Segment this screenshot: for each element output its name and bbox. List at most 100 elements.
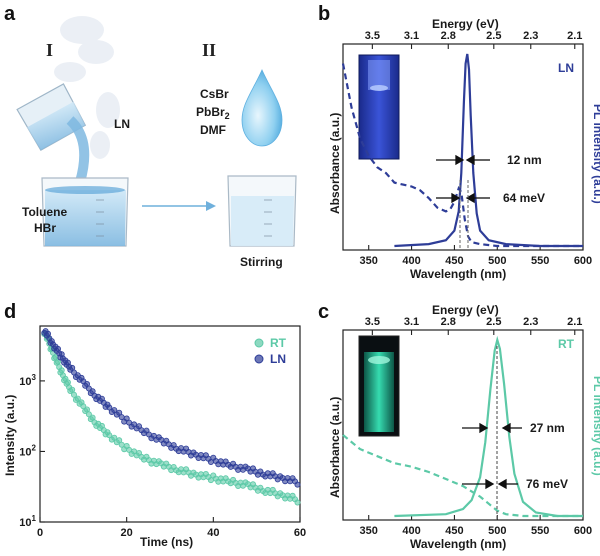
c-plot-frame [342, 329, 584, 521]
d-x-tick-label: 60 [294, 527, 306, 539]
step-2-label: II [202, 40, 216, 60]
c-bottom-tick-label: 500 [488, 525, 506, 537]
pouring-beaker-illustration [16, 83, 87, 151]
c-fwhm-nm-annotation [462, 422, 522, 434]
b-top-tick-label: 2.5 [486, 30, 501, 42]
c-top-tick-label: 3.1 [404, 316, 419, 328]
panel-b: b Energy (eV) 350 400 450 500 550 600 3.5 3.1 2… [318, 3, 600, 281]
d-point-rt [64, 379, 71, 386]
d-point-rt [294, 499, 301, 506]
c-top-tick-label: 2.1 [567, 316, 582, 328]
b-bottom-tick-label: 500 [488, 255, 506, 267]
panel-d-letter: d [4, 301, 16, 323]
c-bottom-tick-label: 350 [360, 525, 378, 537]
d-x-tick-label: 40 [207, 527, 219, 539]
hbr-label: HBr [34, 221, 56, 235]
b-fwhm-mev-text: 64 meV [503, 191, 545, 205]
b-bottom-tick-label: 450 [445, 255, 463, 267]
d-plot-frame [39, 325, 301, 523]
panel-b-letter: b [318, 3, 330, 25]
toluene-label: Toluene [22, 205, 67, 219]
c-right-axis-title: PL intensity (a.u.) [591, 376, 600, 476]
c-fwhm-mev-text: 76 meV [526, 477, 568, 491]
d-point-rt [116, 437, 123, 444]
panel-d: d 0 20 40 60 101 102 103 Time (ns) Intensity … [3, 301, 306, 549]
droplet-illustration [241, 69, 283, 147]
d-y-axis-title: Intensity (a.u.) [3, 395, 17, 476]
d-y-tick-label: 103 [19, 373, 36, 388]
beaker-toluene-illustration [41, 177, 129, 247]
c-bottom-tick-label: 450 [445, 525, 463, 537]
d-points [41, 328, 301, 506]
c-top-axis-title: Energy (eV) [432, 303, 499, 317]
b-bottom-ticks: 350 400 450 500 550 600 [360, 245, 592, 267]
c-bottom-tick-label: 550 [531, 525, 549, 537]
b-bottom-tick-label: 400 [402, 255, 420, 267]
c-top-tick-label: 2.8 [441, 316, 456, 328]
c-fwhm-nm-text: 27 nm [530, 421, 565, 435]
d-point-ln [116, 409, 123, 416]
ln-label: LN [114, 117, 130, 131]
d-legend-label-ln: LN [270, 352, 286, 366]
c-bottom-axis-title: Wavelength (nm) [410, 537, 506, 551]
d-x-tick-label: 0 [37, 527, 43, 539]
d-point-rt [106, 432, 113, 439]
d-x-ticks: 0 20 40 60 [37, 517, 306, 539]
stirring-label: Stirring [240, 255, 283, 269]
c-cuvette-photo [358, 335, 400, 437]
c-curves [342, 335, 583, 518]
d-x-tick-label: 20 [121, 527, 133, 539]
d-y-ticks: 101 102 103 [19, 373, 45, 529]
b-sample-label: LN [558, 61, 574, 75]
c-fwhm-mev-annotation [462, 478, 518, 490]
d-point-rt [69, 386, 76, 393]
panel-c-letter: c [318, 301, 329, 323]
d-legend-label-rt: RT [270, 336, 287, 350]
c-absorbance-curve [342, 434, 583, 518]
pouring-stream [66, 116, 90, 184]
d-point-ln [111, 407, 118, 414]
reagent-csbr: CsBr [200, 87, 229, 101]
beaker-stirring-illustration [227, 175, 297, 247]
d-point-rt [111, 434, 118, 441]
d-point-rt [74, 395, 81, 402]
b-top-tick-label: 3.1 [404, 30, 419, 42]
vapor-illustration [54, 16, 120, 159]
c-bottom-tick-label: 600 [574, 525, 592, 537]
b-top-ticks: 3.5 3.1 2.8 2.5 2.3 2.1 [365, 30, 582, 49]
b-top-axis-title: Energy (eV) [432, 17, 499, 31]
panel-a: a I II LN Toluene HBr [4, 3, 297, 269]
c-top-tick-label: 3.5 [365, 316, 380, 328]
c-left-axis-title: Absorbance (a.u.) [328, 397, 342, 498]
d-y-tick-label: 102 [19, 443, 36, 458]
reagent-pbbr2: PbBr2 [196, 105, 230, 121]
c-bottom-ticks: 350 400 450 500 550 600 [360, 515, 592, 537]
b-bottom-tick-label: 550 [531, 255, 549, 267]
process-arrow-head [206, 201, 216, 211]
reagent-dmf: DMF [200, 123, 226, 137]
b-left-axis-title: Absorbance (a.u.) [328, 113, 342, 214]
c-top-ticks: 3.5 3.1 2.8 2.5 2.3 2.1 [365, 316, 582, 335]
b-fwhm-nm-text: 12 nm [507, 153, 542, 167]
d-point-ln [294, 481, 301, 488]
c-pl-curve [394, 335, 583, 518]
panel-c: c Energy (eV) 350 400 450 500 550 600 3.5 3.1 2… [318, 301, 600, 551]
d-y-tick-label: 101 [19, 514, 36, 529]
c-top-tick-label: 2.3 [523, 316, 538, 328]
c-sample-label: RT [558, 337, 575, 351]
b-right-axis-title: PL intensity (a.u.) [591, 104, 600, 204]
d-legend-marker-ln [254, 354, 264, 364]
b-bottom-tick-label: 600 [574, 255, 592, 267]
b-fwhm-nm-annotation [436, 154, 490, 166]
d-point-rt [71, 391, 78, 398]
d-legend-marker-rt [254, 338, 264, 348]
step-1-label: I [46, 40, 53, 60]
d-legend: RT LN [254, 336, 287, 366]
b-pl-curve [394, 53, 583, 248]
b-top-tick-label: 2.3 [523, 30, 538, 42]
b-fwhm-mev-annotation [436, 192, 490, 204]
d-point-ln [106, 404, 113, 411]
b-bottom-axis-title: Wavelength (nm) [410, 267, 506, 281]
d-x-axis-title: Time (ns) [140, 535, 193, 549]
